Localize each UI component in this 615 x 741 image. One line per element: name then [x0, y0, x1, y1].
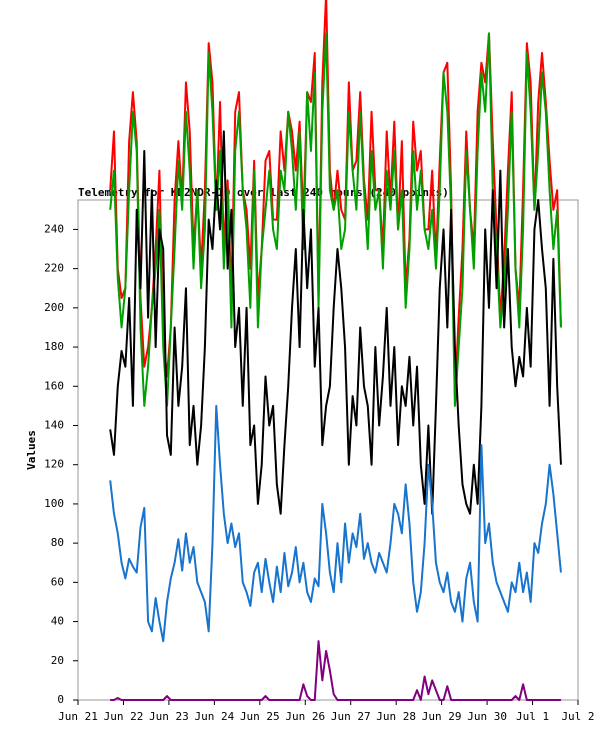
y-tick-label: 80	[51, 536, 64, 549]
y-tick-label: 180	[44, 340, 64, 353]
series-line	[109, 0, 562, 398]
y-tick-label: 60	[51, 575, 64, 588]
x-tick-label: Jun 30	[467, 710, 507, 723]
y-tick-label: 220	[44, 262, 64, 275]
x-tick-label: Jun 25	[240, 710, 280, 723]
y-tick-label: 100	[44, 497, 64, 510]
x-tick-label: Jun 29	[422, 710, 462, 723]
series-line	[110, 640, 561, 701]
series-line	[109, 404, 562, 643]
x-tick-label: Jun 21	[58, 710, 98, 723]
series-line	[109, 32, 562, 407]
x-tick-label: Jul 2	[561, 710, 594, 723]
x-tick-label: Jun 27	[331, 710, 371, 723]
y-tick-label: 120	[44, 458, 64, 471]
x-tick-label: Jun 23	[149, 710, 189, 723]
series-line	[109, 130, 562, 515]
y-tick-label: 200	[44, 301, 64, 314]
y-tick-label: 240	[44, 222, 64, 235]
x-tick-label: Jul 1	[516, 710, 549, 723]
y-tick-label: 160	[44, 379, 64, 392]
plot-frame	[77, 199, 579, 701]
y-tick-label: 20	[51, 654, 64, 667]
x-tick-label: Jun 28	[376, 710, 416, 723]
y-tick-label: 140	[44, 418, 64, 431]
y-axis-label: Values	[25, 430, 38, 470]
x-tick-label: Jun 22	[104, 710, 144, 723]
x-tick-label: Jun 26	[285, 710, 325, 723]
y-tick-label: 40	[51, 615, 64, 628]
x-tick-label: Jun 24	[194, 710, 234, 723]
y-tick-label: 0	[57, 693, 64, 706]
